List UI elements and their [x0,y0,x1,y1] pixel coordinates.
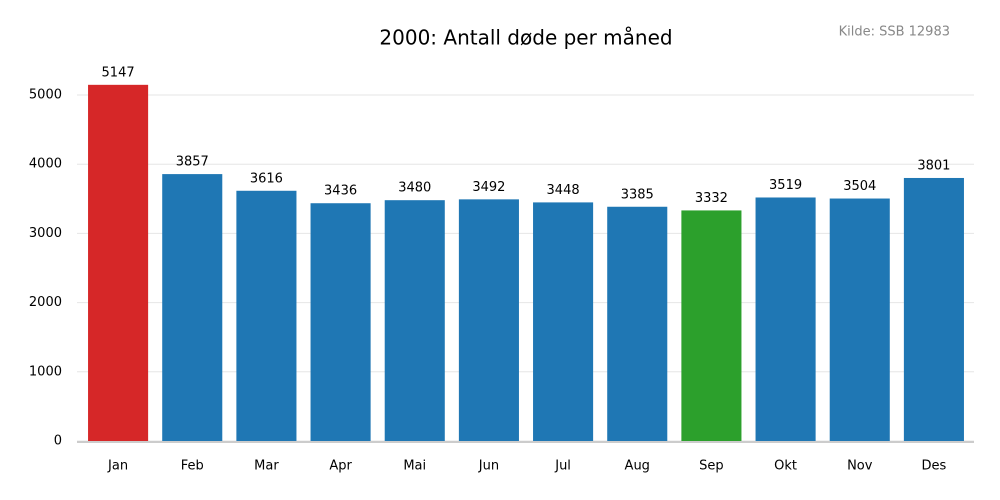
x-tick-label: Jan [107,459,128,474]
data-label: 3492 [472,180,505,195]
data-label: 5147 [102,65,135,80]
data-label: 3436 [324,184,357,199]
bar [607,206,668,441]
y-tick-label: 1000 [29,364,62,379]
data-label: 3504 [843,179,876,194]
y-tick-label: 4000 [29,157,62,172]
x-tick-label: Aug [625,459,650,474]
bar [533,202,594,441]
bar [310,203,371,441]
data-label: 3519 [769,178,802,193]
x-tick-label: Mar [254,459,279,474]
bar [903,177,964,441]
bar [162,174,223,442]
x-tick-label: Okt [774,459,797,474]
x-tick-label: Sep [699,459,724,474]
x-tick-label: Jul [554,459,571,474]
data-label: 3480 [398,181,431,196]
x-tick-label: Jun [478,459,499,474]
x-tick-label: Apr [329,459,352,474]
y-tick-label: 3000 [29,226,62,241]
x-tick-label: Des [922,459,947,474]
x-tick-label: Mai [403,459,426,474]
x-tick-label: Nov [847,459,873,474]
y-tick-label: 2000 [29,295,62,310]
data-label: 3857 [176,155,209,170]
x-tick-label: Feb [181,459,204,474]
data-label: 3385 [621,187,654,202]
bar [236,190,297,441]
bar [384,200,445,441]
bar [829,198,890,441]
y-tick-label: 5000 [29,88,62,103]
bar [681,210,742,441]
y-tick-label: 0 [54,434,62,449]
bar [755,197,816,441]
data-label: 3616 [250,171,283,186]
bar [88,84,149,441]
chart-title: 2000: Antall døde per måned [379,26,672,50]
source-note: Kilde: SSB 12983 [839,25,950,40]
data-label: 3801 [917,158,950,173]
bar [458,199,519,441]
data-label: 3332 [695,191,728,206]
data-label: 3448 [547,183,580,198]
